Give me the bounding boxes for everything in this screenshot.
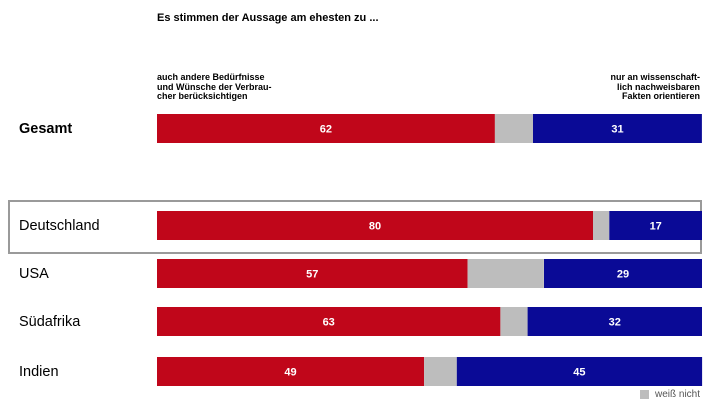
bar-suedafrika-dont-know — [500, 307, 528, 336]
data-label-deutschland-facts-only: 17 — [650, 221, 662, 233]
bar-gesamt-dont-know — [494, 114, 534, 143]
left-series-label-line: auch andere Bedürfnisse — [157, 72, 265, 82]
data-label-suedafrika-agree-other-needs: 63 — [323, 317, 335, 329]
bar-usa-dont-know — [467, 259, 544, 288]
legend: weiß nicht — [639, 389, 700, 400]
left-series-label-line: cher berücksichtigen — [157, 91, 248, 101]
data-label-gesamt-facts-only: 31 — [611, 124, 623, 136]
right-series-label-line: nur an wissenschaft- — [610, 72, 700, 82]
data-label-gesamt-agree-other-needs: 62 — [320, 124, 332, 136]
data-label-deutschland-agree-other-needs: 80 — [369, 221, 381, 233]
bar-deutschland-facts-only — [609, 211, 702, 240]
row-label-suedafrika: Südafrika — [19, 314, 81, 330]
bar-deutschland-dont-know — [593, 211, 610, 240]
row-label-usa: USA — [19, 266, 49, 282]
data-label-usa-agree-other-needs: 57 — [306, 269, 318, 281]
bar-gesamt-agree-other-needs — [157, 114, 495, 143]
row-label-deutschland: Deutschland — [19, 218, 100, 234]
data-label-usa-facts-only: 29 — [617, 269, 629, 281]
row-label-indien: Indien — [19, 364, 59, 380]
bar-suedafrika-facts-only — [527, 307, 702, 336]
data-label-indien-facts-only: 45 — [573, 367, 585, 379]
data-label-suedafrika-facts-only: 32 — [609, 317, 621, 329]
bar-indien-dont-know — [424, 357, 457, 386]
row-label-gesamt: Gesamt — [19, 121, 73, 137]
data-label-indien-agree-other-needs: 49 — [284, 367, 296, 379]
bar-usa-agree-other-needs — [157, 259, 468, 288]
bar-indien-facts-only — [456, 357, 703, 386]
right-series-label-line: lich nachweisbaren — [616, 81, 700, 92]
legend-swatch-dontknow — [639, 390, 649, 399]
right-series-label: nur an wissenschaft- lich nachweisbaren … — [500, 72, 700, 102]
bar-suedafrika-agree-other-needs — [157, 307, 501, 336]
left-series-label: auch andere Bedürfnisse und Wünsche der … — [157, 72, 357, 102]
chart-title: Es stimmen der Aussage am ehesten zu ... — [157, 12, 379, 24]
right-series-label-line: Fakten orientieren — [621, 91, 700, 101]
left-series-label-line: und Wünsche der Verbrau- — [157, 81, 272, 92]
bar-gesamt-facts-only — [533, 114, 702, 143]
legend-label-dontknow: weiß nicht — [654, 389, 700, 400]
bar-deutschland-agree-other-needs — [157, 211, 593, 240]
bar-usa-facts-only — [544, 259, 702, 288]
bar-indien-agree-other-needs — [157, 357, 425, 386]
